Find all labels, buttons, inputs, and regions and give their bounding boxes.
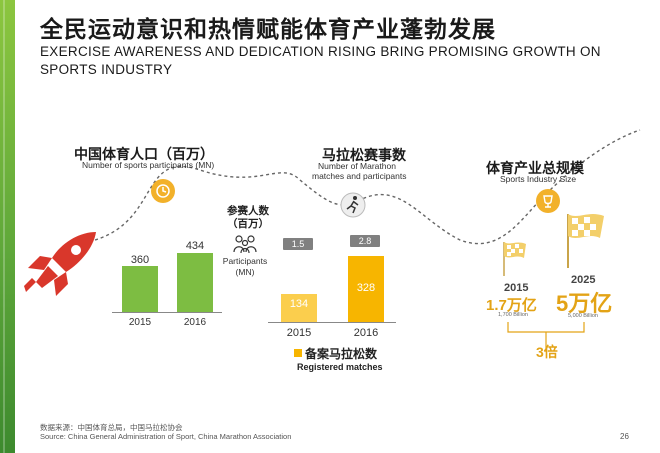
marathon-value-2015: 134 bbox=[289, 298, 309, 310]
marathon-title-en2: matches and participants bbox=[312, 171, 407, 181]
flag-icon bbox=[567, 214, 604, 268]
marathon-year-2015: 2015 bbox=[286, 327, 312, 339]
industry-title-cn: 体育产业总规模 bbox=[486, 160, 584, 176]
marathon-bar-2016 bbox=[348, 256, 384, 322]
participants-badge-2015: 1.5 bbox=[283, 238, 313, 250]
participants-title: 参赛人数 （百万） bbox=[218, 205, 278, 231]
participants-badge-2016: 2.8 bbox=[350, 235, 380, 247]
source-en: Source: China General Administration of … bbox=[40, 432, 292, 441]
industry-year-2025: 2025 bbox=[571, 274, 596, 286]
industry-value-2025-en: 5,000 Billion bbox=[568, 313, 598, 319]
industry-value-2025: 5万亿 bbox=[556, 291, 613, 316]
population-title-cn: 中国体育人口（百万） bbox=[74, 146, 214, 162]
marathon-title-en1: Number of Marathon bbox=[318, 161, 396, 171]
marathon-axis bbox=[268, 322, 396, 323]
participants-label: Participants (MN) bbox=[215, 256, 275, 278]
left-green-band bbox=[0, 0, 15, 453]
participants-label-en2: (MN) bbox=[235, 267, 255, 277]
runner-icon bbox=[340, 192, 366, 218]
legend-swatch bbox=[294, 349, 302, 357]
title-cn: 全民运动意识和热情赋能体育产业蓬勃发展 bbox=[40, 16, 496, 42]
title-en: EXERCISE AWARENESS AND DEDICATION RISING… bbox=[40, 44, 601, 77]
people-icon bbox=[233, 235, 257, 254]
population-year-2015: 2015 bbox=[128, 317, 152, 328]
population-bar-2016 bbox=[177, 253, 213, 312]
population-value-2015: 360 bbox=[130, 254, 150, 266]
marathon-title-cn: 马拉松赛事数 bbox=[322, 147, 406, 163]
growth-bracket bbox=[507, 322, 585, 352]
trophy-icon bbox=[536, 189, 560, 213]
population-bar-2015 bbox=[122, 266, 158, 312]
marathon-bar-2015 bbox=[281, 294, 317, 322]
population-title-en: Number of sports participants (MN) bbox=[82, 160, 215, 170]
growth-multiple: 3倍 bbox=[536, 344, 558, 360]
legend-en: Registered matches bbox=[297, 362, 383, 372]
industry-value-2015-en: 1,700 Billion bbox=[498, 312, 528, 318]
population-value-2016: 434 bbox=[185, 240, 205, 252]
marathon-year-2016: 2016 bbox=[353, 327, 379, 339]
participants-title-cn: 参赛人数 bbox=[227, 205, 269, 217]
clock-icon bbox=[151, 179, 175, 203]
industry-value-2015: 1.7万亿 bbox=[486, 297, 537, 314]
page-number: 26 bbox=[620, 432, 629, 441]
industry-title-en: Sports Industry Size bbox=[500, 174, 577, 184]
participants-label-en: Participants bbox=[222, 256, 268, 266]
industry-year-2015: 2015 bbox=[504, 282, 529, 294]
population-year-2016: 2016 bbox=[183, 317, 207, 328]
marathon-value-2016: 328 bbox=[356, 282, 376, 294]
population-axis bbox=[112, 312, 222, 313]
flag-icon bbox=[503, 242, 526, 276]
legend-cn: 备案马拉松数 bbox=[305, 347, 378, 361]
rocket-icon bbox=[24, 232, 96, 296]
participants-title-cn2: （百万） bbox=[227, 218, 269, 230]
source-cn: 数据来源：中国体育总局，中国马拉松协会 bbox=[40, 423, 183, 432]
